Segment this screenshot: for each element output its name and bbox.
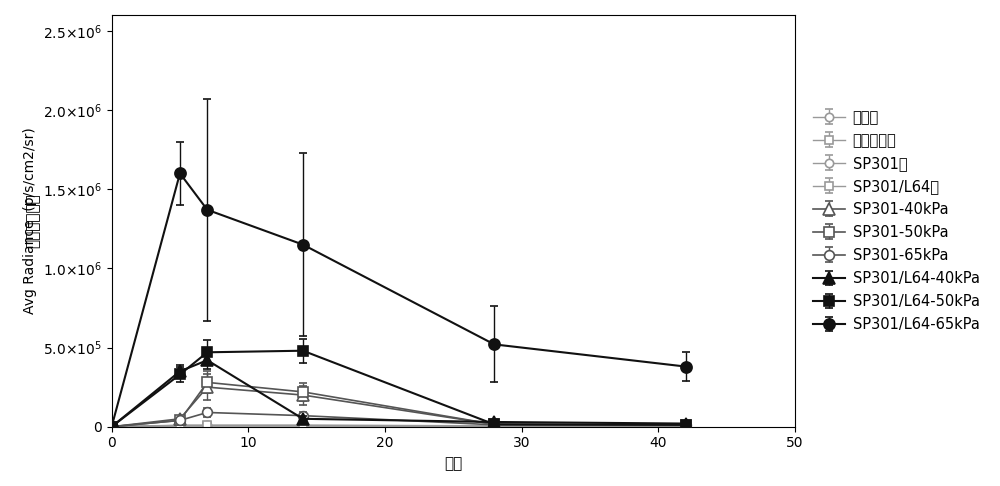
Legend: 空白组, 生理盐水组, SP301组, SP301/L64组, SP301-40kPa, SP301-50kPa, SP301-65kPa, SP301/L64: 空白组, 生理盐水组, SP301组, SP301/L64组, SP301-40…	[809, 105, 984, 336]
X-axis label: 天数: 天数	[444, 456, 462, 471]
Y-axis label: Avg Radiance  (p/s/cm2/sr): Avg Radiance (p/s/cm2/sr)	[23, 127, 37, 314]
Text: 平均发光强度: 平均发光强度	[26, 193, 41, 248]
